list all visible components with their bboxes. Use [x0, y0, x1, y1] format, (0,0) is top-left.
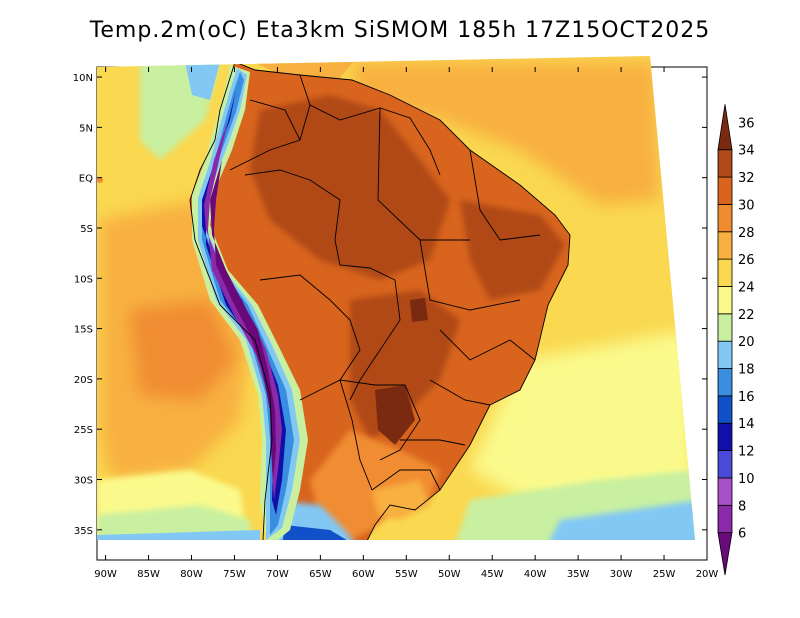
colorbar-label: 28	[738, 226, 755, 241]
longitude-axis: 90W 85W 80W 75W 70W 65W 60W 55W 50W 45W 40W 35W 30W 2…	[94, 67, 718, 580]
lon-label: 30W	[610, 569, 633, 580]
colorbar: 6 8 10 12 14 16 18 20 22 24 26 28 30 32 34 36	[717, 104, 755, 576]
colorbar-label: 26	[738, 253, 755, 268]
land-core-mato	[410, 298, 428, 322]
colorbar-label: 22	[738, 308, 755, 323]
colorbar-label: 18	[738, 363, 755, 378]
colorbar-label: 10	[738, 472, 755, 487]
border-brazil-west	[244, 169, 401, 401]
latitude-axis: 10N 5N EQ 5S 10S 15S 20S 25S 30S 35S	[73, 73, 707, 537]
colorbar-swatch	[717, 313, 733, 342]
land-patagonia-cold	[280, 525, 360, 540]
border-venezuela	[249, 99, 301, 141]
lon-label: 60W	[352, 569, 375, 580]
pacific-north-cyan	[185, 62, 220, 100]
pacific-south-cyan	[97, 530, 260, 540]
lon-label: 80W	[180, 569, 203, 580]
colorbar-swatch	[717, 231, 733, 260]
lat-label: 25S	[74, 425, 93, 436]
west-coastline	[189, 61, 273, 540]
land-core-amazon	[250, 95, 450, 280]
colorbar-swatch	[717, 450, 733, 479]
border-bolivia-paraguay	[339, 379, 421, 461]
lon-label: 35W	[567, 569, 590, 580]
political-boundaries	[189, 61, 571, 540]
colorbar-label: 16	[738, 390, 755, 405]
border-states-3	[469, 149, 541, 241]
land-core-northeast	[460, 200, 565, 300]
border-states-6	[400, 439, 466, 446]
lat-label: EQ	[79, 174, 93, 185]
lon-label: 90W	[94, 569, 117, 580]
border-states-2	[419, 239, 521, 311]
lon-label: 50W	[438, 569, 461, 580]
border-states-4	[439, 329, 536, 361]
border-states-5	[429, 379, 491, 406]
map-title: Temp.2m(oC) Eta3km SiSMOM 185h 17Z15OCT2…	[89, 18, 711, 43]
colorbar-swatch	[717, 176, 733, 205]
colorbar-label: 30	[738, 198, 755, 213]
lat-label: 10S	[74, 274, 93, 285]
colorbar-swatch	[717, 422, 733, 451]
border-uruguay	[371, 469, 441, 491]
colorbar-swatch	[717, 504, 733, 534]
pacific-warmer	[130, 300, 235, 400]
colorbar-label: 14	[738, 417, 755, 432]
colorbar-label: 12	[738, 445, 755, 460]
colorbar-low-arrow	[717, 532, 733, 576]
lat-label: 30S	[74, 476, 93, 487]
lat-label: 35S	[74, 526, 93, 537]
border-colombia	[229, 104, 311, 171]
lon-label: 25W	[653, 569, 676, 580]
pacific-south-green	[97, 505, 250, 540]
colorbar-high-arrow	[717, 104, 733, 151]
lon-label: 65W	[309, 569, 332, 580]
lat-label: 15S	[74, 325, 93, 336]
colorbar-label: 6	[738, 527, 746, 542]
border-peru-bolivia	[259, 274, 361, 381]
land-core-chaco	[375, 385, 415, 445]
coastline	[234, 61, 571, 540]
border-states-1	[377, 107, 470, 241]
colorbar-swatch	[717, 477, 733, 506]
colorbar-label: 32	[738, 171, 755, 186]
lon-label: 85W	[137, 569, 160, 580]
colorbar-swatch	[717, 149, 733, 178]
colorbar-swatch	[717, 340, 733, 369]
lon-label: 20W	[696, 569, 719, 580]
lon-label: 45W	[481, 569, 504, 580]
galapagos	[97, 177, 103, 183]
south-atlantic-cyan	[540, 500, 695, 540]
lon-label: 75W	[223, 569, 246, 580]
land-south-warm	[310, 430, 440, 540]
caribbean-warm	[250, 60, 355, 80]
lat-label: 5S	[80, 224, 93, 235]
colorbar-label: 24	[738, 280, 755, 295]
temperature-field	[97, 56, 695, 540]
lon-label: 55W	[395, 569, 418, 580]
colorbar-swatch	[717, 395, 733, 424]
colorbar-swatch	[717, 286, 733, 315]
lat-label: 5N	[79, 123, 93, 134]
colorbar-label: 8	[738, 499, 746, 514]
colorbar-label: 34	[738, 144, 755, 159]
colorbar-label: 36	[738, 116, 755, 131]
colorbar-swatch	[717, 204, 733, 233]
lon-label: 70W	[266, 569, 289, 580]
colorbar-swatch	[717, 368, 733, 397]
lon-label: 40W	[524, 569, 547, 580]
lat-label: 20S	[74, 375, 93, 386]
border-argentina	[299, 379, 373, 491]
lat-label: 10N	[73, 73, 93, 84]
equatorial-atlantic-warm	[350, 62, 660, 205]
colorbar-label: 20	[738, 335, 755, 350]
colorbar-swatch	[717, 258, 733, 287]
andes-violet	[210, 160, 276, 480]
